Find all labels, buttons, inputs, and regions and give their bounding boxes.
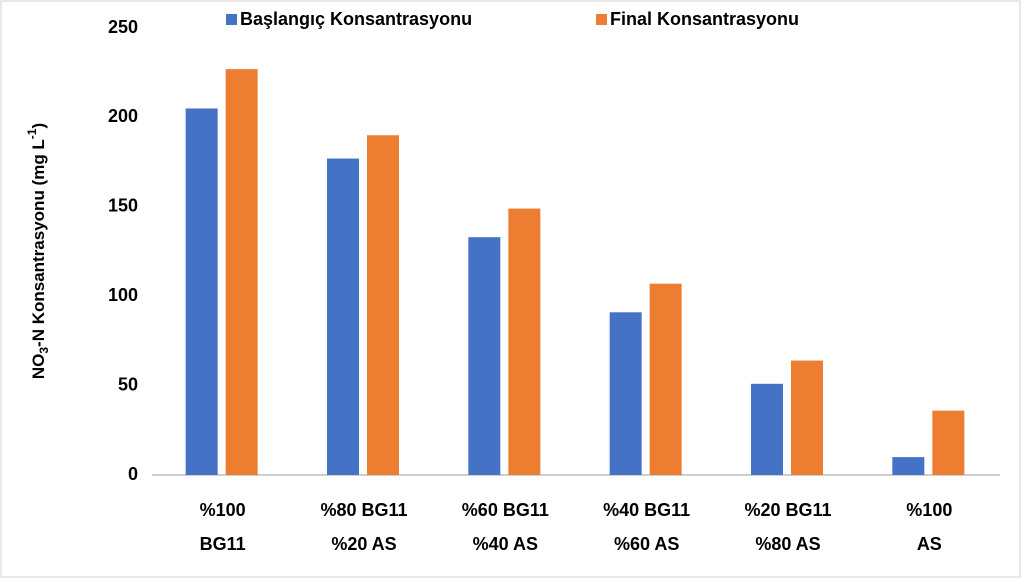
x-tick-label: BG11: [200, 534, 246, 554]
bar: [751, 383, 783, 475]
bar: [609, 312, 642, 475]
y-tick-label: 0: [128, 464, 138, 484]
y-axis-label: NO3-N Konsantrasyonu (mg L-1): [25, 123, 51, 379]
y-label-sup: -1: [25, 128, 39, 139]
y-label-part: -N Konsantrasyonu (mg L: [29, 139, 48, 347]
bar: [508, 208, 541, 475]
legend-swatch: [596, 14, 607, 25]
bar: [892, 457, 925, 475]
bar: [225, 69, 258, 476]
y-label-sub: 3: [37, 347, 51, 354]
bar: [791, 360, 823, 475]
y-label-part: NO: [29, 354, 48, 380]
x-tick-label: %80 AS: [755, 534, 820, 554]
legend-swatch: [226, 14, 237, 25]
y-tick-label: 250: [108, 17, 138, 37]
x-tick-label: %20 BG11: [744, 500, 831, 520]
legend-label: Başlangıç Konsantrasyonu: [240, 9, 472, 29]
x-tick-label: %60 BG11: [462, 500, 549, 520]
x-tick-label: %40 BG11: [603, 500, 690, 520]
y-tick-label: 200: [108, 106, 138, 126]
y-tick-label: 150: [108, 196, 138, 216]
legend-label: Final Konsantrasyonu: [610, 9, 799, 29]
x-tick-label: %80 BG11: [320, 500, 407, 520]
x-tick-label: AS: [917, 534, 942, 554]
bar: [367, 135, 399, 475]
x-tick-label: %20 AS: [331, 534, 396, 554]
bar: [327, 158, 359, 476]
bar: [185, 108, 218, 476]
bar: [649, 283, 682, 475]
bar: [468, 237, 501, 475]
y-label-part: ): [29, 123, 48, 129]
y-tick-label: 50: [118, 374, 138, 394]
bar: [932, 410, 965, 475]
y-tick-label: 100: [108, 285, 138, 305]
x-tick-label: %40 AS: [473, 534, 538, 554]
x-tick-label: %100: [906, 500, 952, 520]
x-tick-label: %60 AS: [614, 534, 679, 554]
x-tick-label: %100: [200, 500, 246, 520]
